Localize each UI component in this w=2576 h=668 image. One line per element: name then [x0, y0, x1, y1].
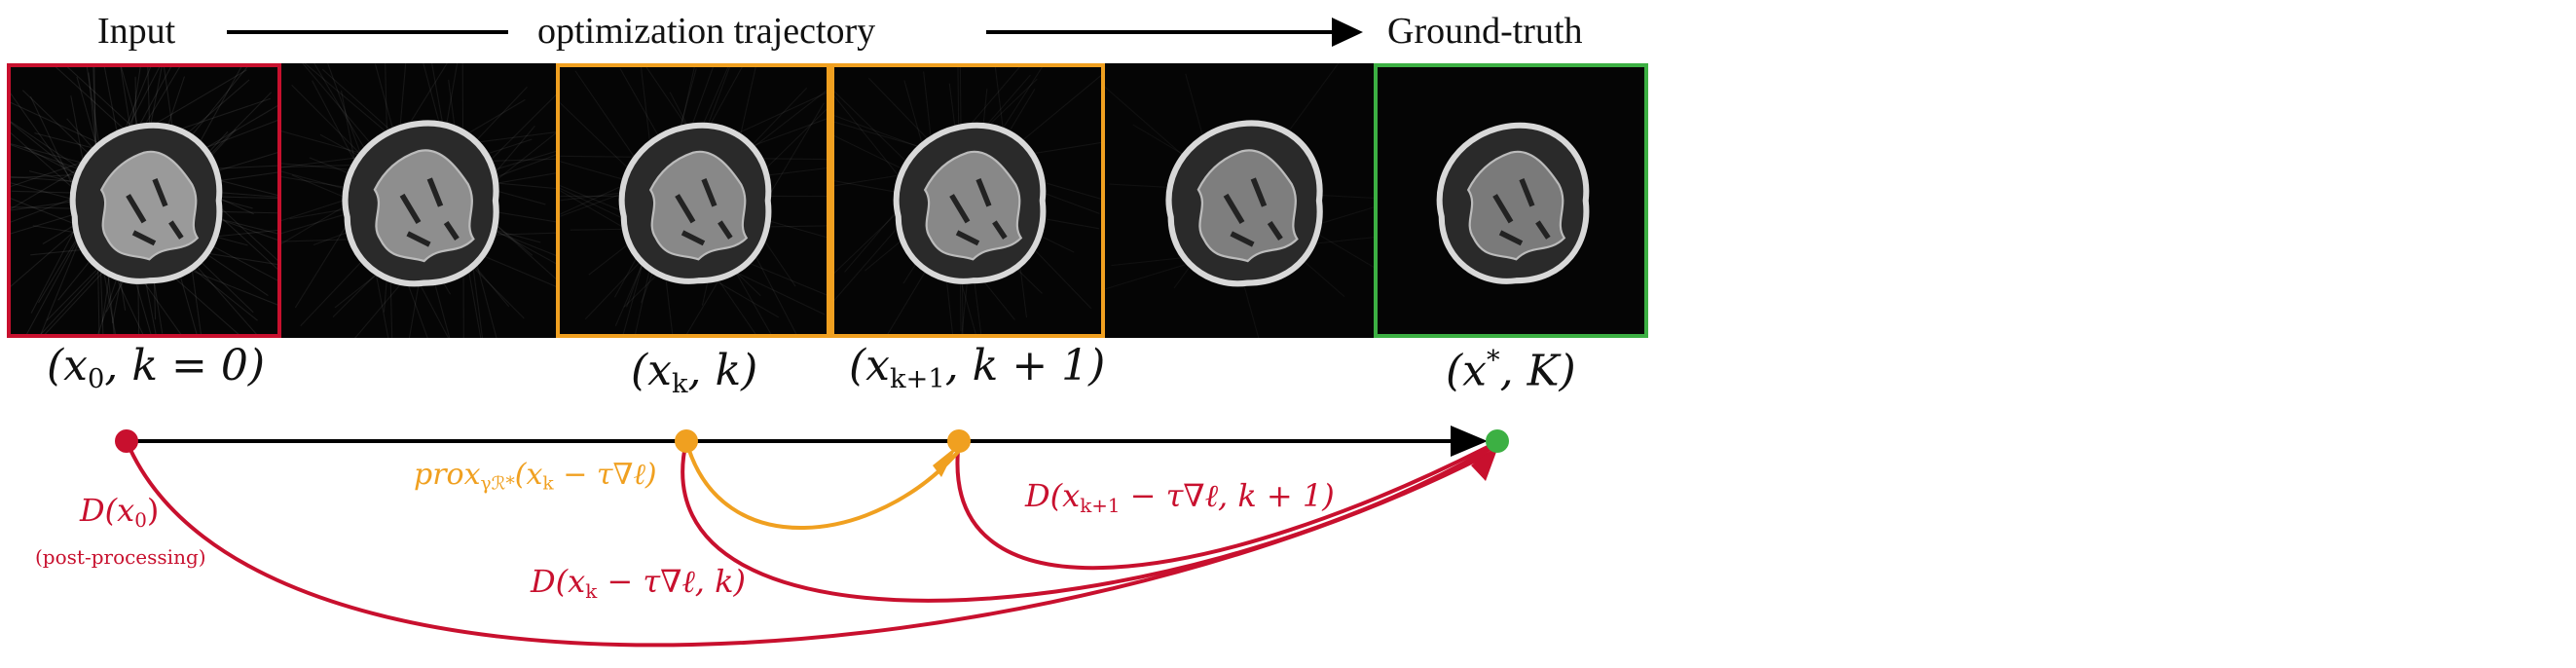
- brain-sulcus: [992, 220, 1008, 240]
- brain-sulcus: [975, 178, 992, 207]
- panel-step-1: [281, 63, 556, 338]
- curve-prox: [684, 440, 961, 530]
- trajectory-header: optimization trajectory: [537, 11, 876, 52]
- panel-xk: [556, 63, 830, 338]
- brain-sulcus: [949, 194, 971, 224]
- brain-sulcus: [443, 220, 460, 241]
- annotation-post-processing: (post-processing): [35, 545, 206, 569]
- panel-ground-truth: [1374, 63, 1648, 338]
- brain-sulcus: [152, 178, 168, 207]
- label-xk: (xk, k): [631, 346, 758, 400]
- panel-xk1-image: [834, 67, 1101, 334]
- annotation-d-xk: D(xk − τ∇ℓ, k): [531, 563, 746, 603]
- panel-input-image: [11, 67, 277, 334]
- brain-sulcus: [406, 231, 431, 247]
- label-xk1: (xk+1, k + 1): [849, 341, 1106, 395]
- panel-xk-image: [560, 67, 827, 334]
- panel-ground-truth-image: [1436, 122, 1590, 284]
- brain-sulcus: [426, 177, 444, 207]
- brain-sulcus: [718, 220, 733, 240]
- brain-sulcus: [168, 220, 184, 240]
- ground-truth-header: Ground-truth: [1387, 11, 1583, 52]
- brain-sulcus: [1498, 230, 1524, 246]
- curve-post-processing: [125, 440, 1495, 648]
- brain-tissue: [373, 149, 475, 263]
- brain-sulcus: [1223, 193, 1245, 225]
- annotation-d-x0: D(x0): [80, 492, 160, 532]
- brain-sulcus: [681, 230, 706, 246]
- brain-sulcus: [1230, 231, 1255, 247]
- brain-sulcus: [1492, 194, 1514, 224]
- panel-step-4-image: [1105, 63, 1380, 338]
- annotation-prox: proxγℛ*(xk − τ∇ℓ): [414, 458, 657, 495]
- brain-sulcus: [126, 194, 147, 224]
- node-xk: [675, 429, 698, 453]
- brain-tissue: [99, 150, 200, 261]
- brain-sulcus: [675, 194, 696, 224]
- brain-sulcus: [1267, 220, 1283, 241]
- curve-from-xk1: [955, 440, 1490, 571]
- panel-step-1-image: [281, 63, 556, 338]
- panel-xk1: [830, 63, 1105, 338]
- node-x0: [115, 429, 138, 453]
- brain-tissue: [1196, 149, 1299, 263]
- panel-step-4: [1105, 63, 1380, 338]
- brain-tissue: [1466, 150, 1566, 261]
- annotation-d-xk1: D(xk+1 − τ∇ℓ, k + 1): [1025, 477, 1335, 517]
- brain-sulcus: [1519, 178, 1535, 207]
- input-header: Input: [97, 11, 176, 52]
- prox-arrowhead: [933, 446, 957, 477]
- brain-sulcus: [399, 193, 422, 225]
- node-gt: [1486, 429, 1509, 453]
- brain-sulcus: [955, 230, 980, 246]
- brain-sulcus: [1250, 177, 1268, 207]
- gt-arrowhead: [1471, 444, 1499, 481]
- curve-from-xk: [681, 440, 1492, 603]
- label-xstar: (x*, K): [1446, 346, 1576, 396]
- brain-sulcus: [701, 178, 718, 207]
- header-arrowhead: [1332, 18, 1363, 47]
- timeline-arrowhead: [1451, 426, 1488, 457]
- brain-sulcus: [131, 230, 157, 246]
- brain-sulcus: [1535, 220, 1551, 240]
- brain-tissue: [648, 150, 749, 261]
- brain-tissue: [923, 150, 1023, 261]
- label-x0: (x0, k = 0): [47, 341, 265, 395]
- panel-input: [7, 63, 281, 338]
- node-xk1: [947, 429, 971, 453]
